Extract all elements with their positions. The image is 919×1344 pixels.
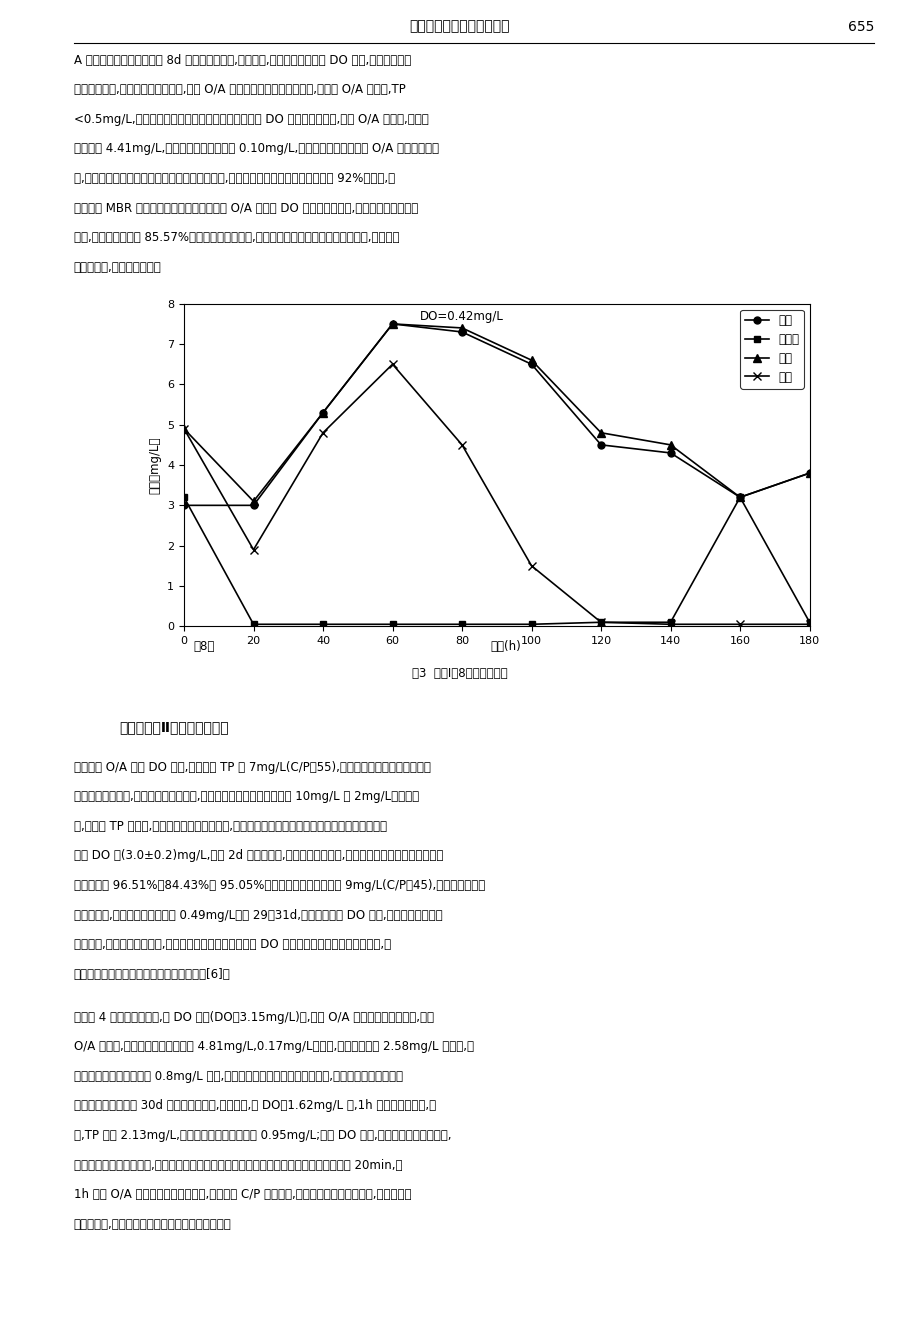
总磷	[526, 558, 537, 574]
总磷	[456, 437, 467, 453]
氨氮	[595, 437, 606, 453]
Text: O/A 结束时,总氮、总磷浓度分别为 4.81mg/L,0.17mg/L。此时,系统中虽残余 2.58mg/L 的氨氮,但: O/A 结束时,总氮、总磷浓度分别为 4.81mg/L,0.17mg/L。此时,…	[74, 1040, 473, 1054]
总氮	[595, 425, 606, 441]
Text: 主要是硝化反应受到限制,系统后续反硝化难以进行。去除氨氮的时间主要集中在进水的前 20min,使: 主要是硝化反应受到限制,系统后续反硝化难以进行。去除氨氮的时间主要集中在进水的前…	[74, 1159, 402, 1172]
氨氮	[456, 324, 467, 340]
Text: 出水却能保证氨氮浓度在 0.8mg/L 左右,处理效果稳定。而当溶解氧降低后,氨磷的出水很快出现不: 出水却能保证氨氮浓度在 0.8mg/L 左右,处理效果稳定。而当溶解氧降低后,氨…	[74, 1070, 403, 1083]
总氮	[178, 421, 189, 437]
总氮	[526, 352, 537, 368]
Text: 生态、环境科学与工程技术: 生态、环境科学与工程技术	[409, 20, 510, 34]
Text: 有保证足够的好氧时间才不会影响磷的去除[6]。: 有保证足够的好氧时间才不会影响磷的去除[6]。	[74, 968, 230, 981]
Text: 出现波动,恢复溶解氧浓度后,去除率也随之回升。曝气段的 DO 浓度会影响好氧区的磷吸收速率,只: 出现波动,恢复溶解氧浓度后,去除率也随之回升。曝气段的 DO 浓度会影响好氧区的…	[74, 938, 391, 952]
硝态氮	[317, 616, 328, 633]
氨氮	[803, 465, 814, 481]
Text: 度仅降至 4.41mg/L,好氧出水结束时则达到 0.10mg/L,故溶解氧不足造成交替 O/A 脱氨氮效率下: 度仅降至 4.41mg/L,好氧出水结束时则达到 0.10mg/L,故溶解氧不足…	[74, 142, 438, 156]
Line: 总磷: 总磷	[179, 360, 813, 629]
Text: 同程度的恶化。对第 30d 进行了追踪测定,试验发现,当 DO＝1.62mg/L 时,1h 的吸磷略有不足,此: 同程度的恶化。对第 30d 进行了追踪测定,试验发现,当 DO＝1.62mg/L…	[74, 1099, 436, 1113]
Text: 图3  阶段Ⅰ第8天的周期试验: 图3 阶段Ⅰ第8天的周期试验	[412, 667, 507, 680]
氨氮	[387, 316, 398, 332]
硝态氮	[248, 616, 259, 633]
Text: 释磷进行完全,在碳源充足的情况下,交替 O/A 段仍是系统除磷的关键环节,当交替 O/A 结束时,TP: 释磷进行完全,在碳源充足的情况下,交替 O/A 段仍是系统除磷的关键环节,当交替…	[74, 83, 405, 97]
硝态氮	[178, 489, 189, 505]
Text: 通过图 4 的周期实验发现,在 DO 充足(DO＝3.15mg/L)时,交替 O/A 段脱氨除磷效果显著,交替: 通过图 4 的周期实验发现,在 DO 充足(DO＝3.15mg/L)时,交替 O…	[74, 1011, 433, 1024]
氨氮	[664, 445, 675, 461]
Text: 磷效果。研究发现,氨磷出水均出现恶化,氨氮和总磷出水浓度分别超过 10mg/L 和 2mg/L。结果表: 磷效果。研究发现,氨磷出水均出现恶化,氨氮和总磷出水浓度分别超过 10mg/L …	[74, 790, 418, 804]
硝态氮	[664, 614, 675, 630]
Text: 1h 交替 O/A 脱氨失效。对于本工艺,在一定的 C/P 比范围内,若要达到预期的处理效果,势必保持溶: 1h 交替 O/A 脱氨失效。对于本工艺,在一定的 C/P 比范围内,若要达到预…	[74, 1188, 411, 1202]
总氮	[664, 437, 675, 453]
Text: 明,当进水 TP 较高时,若溶解氧维持较低的水平,系统不能较好实现硝化和好氧摄磷。此时提高曝气: 明,当进水 TP 较高时,若溶解氧维持较低的水平,系统不能较好实现硝化和好氧摄磷…	[74, 820, 386, 833]
Text: 降,系统中还有一部分的氨氮在膜出水阶段去除的,这也是出水氨氮的去除率仅能达到 92%的原因,低: 降,系统中还有一部分的氨氮在膜出水阶段去除的,这也是出水氨氮的去除率仅能达到 9…	[74, 172, 394, 185]
氨氮	[526, 356, 537, 372]
氨氮	[178, 497, 189, 513]
Text: 维持交替 O/A 段的 DO 不变,提高进水 TP 为 7mg/L(C/P＝55),考察系统在低氧条件下对的除: 维持交替 O/A 段的 DO 不变,提高进水 TP 为 7mg/L(C/P＝55…	[74, 761, 430, 774]
Text: 较小,总氮效率可达到 85.57%。这是因为碳源充足,在整个周期能保证硝化完全的前提下,系统反硝: 较小,总氮效率可达到 85.57%。这是因为碳源充足,在整个周期能保证硝化完全的…	[74, 231, 399, 245]
Text: <0.5mg/L,好氧出水段对磷基本没有去除。但较低的 DO 影响了硝化反应,交替 O/A 结束时,氨氮浓: <0.5mg/L,好氧出水段对磷基本没有去除。但较低的 DO 影响了硝化反应,交…	[74, 113, 428, 126]
Text: 第8天: 第8天	[193, 640, 214, 653]
Legend: 氨氮, 硝态氮, 总氮, 总磷: 氨氮, 硝态氮, 总氮, 总磷	[740, 309, 803, 388]
硝态氮	[456, 616, 467, 633]
总氮	[456, 320, 467, 336]
Text: 655: 655	[846, 20, 873, 34]
Text: 化较为彻底,总氮去除较好。: 化较为彻底,总氮去除较好。	[74, 261, 161, 274]
硝态氮	[803, 614, 814, 630]
氨氮	[317, 405, 328, 421]
总氮	[317, 405, 328, 421]
Text: （二）阶段Ⅱ高磷的处理效果: （二）阶段Ⅱ高磷的处理效果	[119, 720, 229, 734]
总磷	[387, 356, 398, 372]
Text: DO=0.42mg/L: DO=0.42mg/L	[420, 310, 504, 323]
总氮	[387, 316, 398, 332]
Text: 时,TP 达到 2.13mg/L,通过后续膜出水最终降至 0.95mg/L;然而 DO 不足,对去除总氮的影响较大,: 时,TP 达到 2.13mg/L,通过后续膜出水最终降至 0.95mg/L;然而…	[74, 1129, 450, 1142]
总磷	[733, 616, 744, 633]
总磷	[595, 614, 606, 630]
Text: 除率分别为 96.51%、84.43%和 95.05%。继续提高进水磷浓度至 9mg/L(C/P＝45),氨磷的去除率基: 除率分别为 96.51%、84.43%和 95.05%。继续提高进水磷浓度至 9…	[74, 879, 484, 892]
总磷	[178, 421, 189, 437]
Y-axis label: 浓度（mg/L）: 浓度（mg/L）	[149, 437, 162, 493]
硝态氮	[526, 616, 537, 633]
Text: 本保持不变,出水总磷平均浓度为 0.49mg/L。在 29～31d,由于曝气段的 DO 降低,氨磷的处理效果又: 本保持不变,出水总磷平均浓度为 0.49mg/L。在 29～31d,由于曝气段的…	[74, 909, 442, 922]
氨氮	[733, 489, 744, 505]
总磷	[317, 425, 328, 441]
总磷	[664, 616, 675, 633]
Line: 硝态氮: 硝态氮	[180, 493, 812, 628]
Text: 段的 DO 至(3.0±0.2)mg/L,系统 2d 后稳定运行,处理效果迅速恢复,此时氨氮、总氮、总磷的平均去: 段的 DO 至(3.0±0.2)mg/L,系统 2d 后稳定运行,处理效果迅速恢…	[74, 849, 442, 863]
Text: 时间(h): 时间(h)	[490, 640, 521, 653]
氨氮	[248, 497, 259, 513]
Line: 氨氮: 氨氮	[180, 320, 812, 509]
Line: 总氮: 总氮	[179, 320, 813, 505]
Text: 于传统的 MBR 对氨氮的去除效率。尽管交替 O/A 段的低 DO 影响了硝化反应,但对脱除总氮的影响: 于传统的 MBR 对氨氮的去除效率。尽管交替 O/A 段的低 DO 影响了硝化反…	[74, 202, 417, 215]
总磷	[248, 542, 259, 558]
硝态氮	[387, 616, 398, 633]
总磷	[803, 616, 814, 633]
Text: 解氧的充足,否则将严重制约系统的脱氨除磷效果。: 解氧的充足,否则将严重制约系统的脱氨除磷效果。	[74, 1218, 231, 1231]
硝态氮	[733, 489, 744, 505]
总氮	[803, 465, 814, 481]
总氮	[733, 489, 744, 505]
硝态氮	[595, 614, 606, 630]
总氮	[248, 493, 259, 509]
Text: A 标准。在系统稳定运行第 8d 进行了周期试验,结果表明,该工况整个过程的 DO 较低,保证厌氧段的: A 标准。在系统稳定运行第 8d 进行了周期试验,结果表明,该工况整个过程的 D…	[74, 54, 411, 67]
